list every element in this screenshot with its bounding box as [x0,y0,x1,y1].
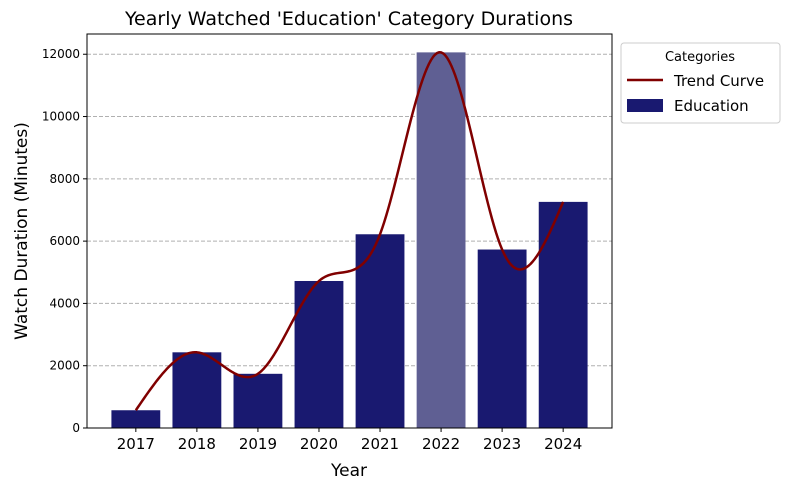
bar-2020 [294,280,344,428]
legend-label-trend-curve: Trend Curve [673,72,764,90]
x-axis-label: Year [330,461,367,481]
y-tick-label: 4000 [49,296,80,310]
y-tick-label: 2000 [49,359,80,373]
legend: Categories Trend Curve Education [620,42,781,124]
y-tick-label: 10000 [42,110,80,124]
bar-2017 [111,410,161,428]
y-tick-label: 6000 [49,234,80,248]
x-tick-label: 2023 [483,435,521,453]
y-tick-label: 12000 [42,47,80,61]
x-axis-ticks: 2017 2018 2019 2020 2021 2022 2023 2024 [117,428,582,453]
x-tick-label: 2017 [117,435,155,453]
trend-curve [134,51,565,411]
x-tick-label: 2018 [178,435,216,453]
x-tick-label: 2022 [422,435,460,453]
trend-line-layer [134,51,565,411]
x-tick-label: 2024 [544,435,582,453]
x-tick-label: 2020 [300,435,338,453]
grid-lines [87,53,612,367]
x-tick-label: 2019 [239,435,277,453]
y-tick-label: 0 [72,421,80,435]
legend-title: Categories [665,50,735,65]
bars [111,52,588,429]
y-axis-ticks: 0 2000 4000 6000 8000 10000 12000 [42,47,87,435]
bar-2023 [477,249,527,428]
bar-2022 [416,52,466,429]
x-tick-label: 2021 [361,435,399,453]
y-axis-label: Watch Duration (Minutes) [12,122,32,340]
legend-label-education: Education [674,97,749,115]
bar-2018 [172,352,222,428]
bar-2019 [233,373,283,428]
plot-frame [86,33,613,429]
bar-2021 [355,234,405,428]
legend-swatch-education [627,99,663,112]
y-tick-label: 8000 [49,172,80,186]
chart-title: Yearly Watched 'Education' Category Dura… [124,8,573,30]
bar-2024 [538,201,588,428]
